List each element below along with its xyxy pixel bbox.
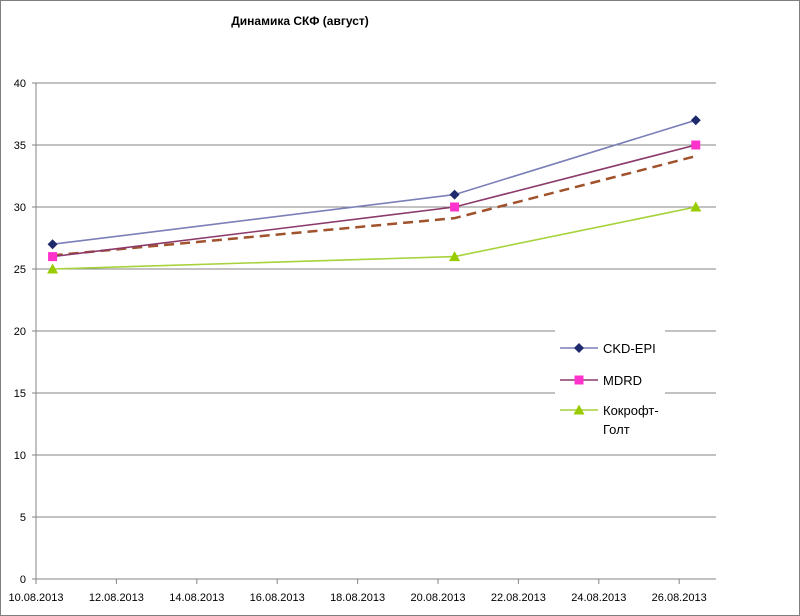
legend-item: MDRD	[560, 373, 642, 388]
x-tick-label: 18.08.2013	[330, 592, 385, 604]
chart-title: Динамика СКФ (август)	[231, 14, 369, 28]
gridlines	[36, 82, 716, 518]
x-axis-ticks: 10.08.2013 12.08.2013 14.08.2013 16.08.2013…	[8, 579, 707, 604]
y-tick-label: 30	[14, 202, 26, 214]
x-tick-label: 20.08.2013	[410, 592, 465, 604]
y-tick-label: 35	[14, 140, 26, 152]
y-axis-ticks: 0 5 10 15 20 25 30 35 40	[14, 78, 36, 586]
data-point	[449, 189, 460, 200]
y-tick-label: 20	[14, 326, 26, 338]
trendline	[52, 154, 697, 257]
x-tick-label: 10.08.2013	[8, 592, 63, 604]
y-tick-label: 25	[14, 264, 26, 276]
legend: CKD-EPI MDRD Кокрофт-Голт	[555, 330, 665, 440]
x-tick-label: 16.08.2013	[250, 592, 305, 604]
data-point	[690, 115, 701, 126]
y-tick-label: 5	[20, 512, 26, 524]
series-square	[48, 140, 701, 262]
legend-label: CKD-EPI	[603, 341, 656, 356]
legend-item: CKD-EPI	[560, 341, 656, 356]
series-line	[52, 144, 696, 258]
legend-label: Кокрофт-Голт	[603, 403, 659, 437]
x-tick-label: 12.08.2013	[89, 592, 144, 604]
data-point	[690, 201, 702, 212]
data-point	[450, 202, 460, 212]
y-tick-label: 10	[14, 450, 26, 462]
data-point	[691, 140, 701, 150]
legend-marker	[574, 343, 584, 353]
x-tick-label: 26.08.2013	[652, 592, 707, 604]
data-point	[449, 251, 461, 262]
series-diamond	[47, 115, 701, 250]
data-point	[47, 263, 59, 274]
legend-marker	[574, 375, 584, 385]
x-tick-label: 24.08.2013	[571, 592, 626, 604]
series-group	[47, 115, 702, 274]
x-tick-label: 22.08.2013	[491, 592, 546, 604]
legend-item: Кокрофт-Голт	[560, 403, 659, 437]
legend-label: MDRD	[603, 373, 642, 388]
y-tick-label: 40	[14, 78, 26, 90]
data-point	[48, 252, 58, 262]
y-tick-label: 0	[20, 574, 26, 586]
y-tick-label: 15	[14, 388, 26, 400]
series-triangle	[47, 201, 702, 274]
legend-marker	[573, 404, 585, 415]
data-point	[47, 239, 58, 250]
x-tick-label: 14.08.2013	[169, 592, 224, 604]
